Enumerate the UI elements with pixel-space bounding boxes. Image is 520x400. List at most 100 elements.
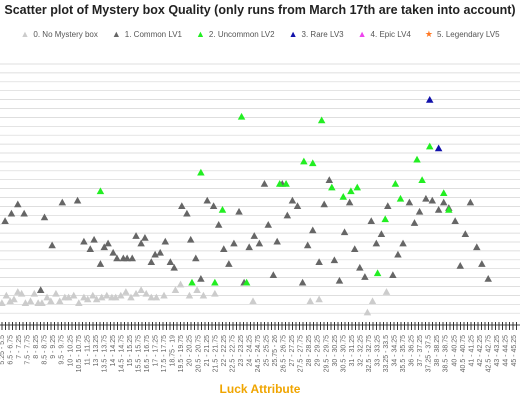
data-point (199, 291, 208, 299)
legend-item[interactable]: ▲ 3. Rare LV3 (289, 30, 344, 40)
data-point (185, 291, 194, 299)
data-point (466, 198, 475, 206)
data-point (186, 235, 195, 243)
data-point (245, 243, 253, 251)
data-point (137, 286, 145, 293)
data-point (340, 228, 349, 236)
x-tick-label: 24.5 - 24.75 (255, 335, 262, 372)
data-point (220, 245, 228, 252)
x-tick-label: 33 - 33.25 (375, 335, 382, 367)
data-point (434, 206, 443, 213)
data-point (363, 308, 372, 316)
data-point (73, 196, 82, 204)
data-point (211, 289, 219, 297)
legend-triangle-icon: ▲ (357, 29, 367, 39)
data-point (96, 187, 105, 195)
legend-item[interactable]: ▲ 4. Epic LV4 (357, 29, 411, 40)
x-tick-label: 36 - 36.25 (409, 335, 416, 367)
data-point (396, 194, 405, 202)
data-point (249, 297, 257, 305)
data-point (320, 200, 328, 208)
x-tick-label: 15.5 - 15.75 (136, 335, 143, 372)
data-point (30, 289, 39, 297)
legend-item[interactable]: ★ 5. Legendary LV5 (424, 29, 500, 40)
x-tick-label: 7.5 - 7.75 (25, 335, 32, 365)
legend-item[interactable]: ▲ 0. No Mystery box (20, 30, 97, 40)
data-point (64, 293, 73, 301)
x-tick-label: 14 - 14.25 (110, 335, 117, 367)
data-point (413, 155, 421, 163)
data-point (142, 289, 150, 297)
data-point (275, 179, 284, 187)
x-tick-label: 8 - 8.25 (33, 335, 40, 359)
data-point (92, 295, 101, 303)
data-point (86, 245, 95, 252)
data-point (166, 258, 175, 265)
chart-legend: ▲ 0. No Mystery box ▲ 1. Common LV1 ▲ 2. Unco… (0, 29, 520, 40)
data-point (83, 295, 92, 303)
data-point (309, 226, 317, 234)
x-tick-label: 40 - 40.25 (451, 335, 458, 367)
data-point (356, 263, 364, 271)
data-point (260, 179, 269, 187)
x-tick-label: 20 - 20.25 (187, 335, 194, 367)
data-point (80, 237, 88, 245)
x-tick-label: 41 - 41.25 (468, 335, 475, 367)
data-point (156, 248, 164, 256)
data-point (300, 157, 308, 165)
data-point (0, 299, 6, 307)
data-point (391, 179, 400, 187)
data-point (415, 207, 424, 215)
x-tick-label: 32 - 32.25 (357, 335, 364, 367)
x-tick-label: 30 - 30.25 (332, 335, 339, 367)
data-point (209, 202, 218, 210)
data-point (230, 239, 238, 247)
data-point (10, 295, 18, 303)
data-point (218, 206, 227, 213)
data-point (111, 293, 120, 301)
data-point (147, 293, 156, 301)
data-point (273, 237, 281, 245)
data-point (36, 286, 45, 293)
data-point (137, 239, 145, 247)
data-point (89, 291, 97, 299)
data-point (40, 213, 49, 221)
data-point (52, 289, 60, 297)
data-point (283, 211, 292, 219)
x-tick-label: 27 - 27.25 (289, 335, 296, 367)
data-point (151, 250, 159, 258)
x-tick-label: 38.5 - 38.75 (443, 335, 450, 372)
x-tick-label: 22 - 22.25 (221, 335, 228, 367)
x-tick-label: 31 - 31.25 (349, 335, 356, 367)
x-tick-label: 11 - 11.25 (84, 335, 91, 366)
legend-item[interactable]: ▲ 1. Common LV1 (111, 29, 182, 40)
data-point (132, 289, 140, 297)
data-point (445, 206, 453, 213)
data-point (473, 243, 481, 251)
x-tick-label: 37.25 - 37.5 (426, 335, 433, 372)
x-tick-label: 21 - 21.25 (204, 335, 211, 367)
x-tick-label: 13 - 13.25 (93, 335, 100, 367)
data-point (328, 183, 336, 191)
legend-item[interactable]: ▲ 2. Uncommon LV2 (196, 30, 275, 40)
data-point (269, 271, 278, 279)
data-point (2, 291, 11, 299)
x-tick-label: 35.5 - 35.75 (400, 335, 407, 372)
x-tick-label: 6.5 - 6.75 (8, 335, 15, 365)
data-point (21, 299, 30, 307)
data-point (317, 116, 326, 124)
x-tick-label: 9 - 9.25 (50, 335, 57, 359)
x-tick-label: 24 - 24.25 (247, 335, 254, 367)
data-point (192, 254, 200, 262)
legend-triangle-icon: ▲ (111, 29, 121, 39)
x-tick-label: 33.25 - 33.5 (383, 335, 390, 372)
data-point (128, 254, 136, 262)
x-tick-label: 32.5 - 32.75 (366, 335, 373, 372)
data-point (428, 196, 437, 204)
data-point (176, 280, 185, 288)
data-point (381, 215, 389, 223)
data-point (17, 289, 26, 297)
legend-triangle-icon: ★ (424, 29, 433, 39)
data-point (315, 258, 323, 265)
